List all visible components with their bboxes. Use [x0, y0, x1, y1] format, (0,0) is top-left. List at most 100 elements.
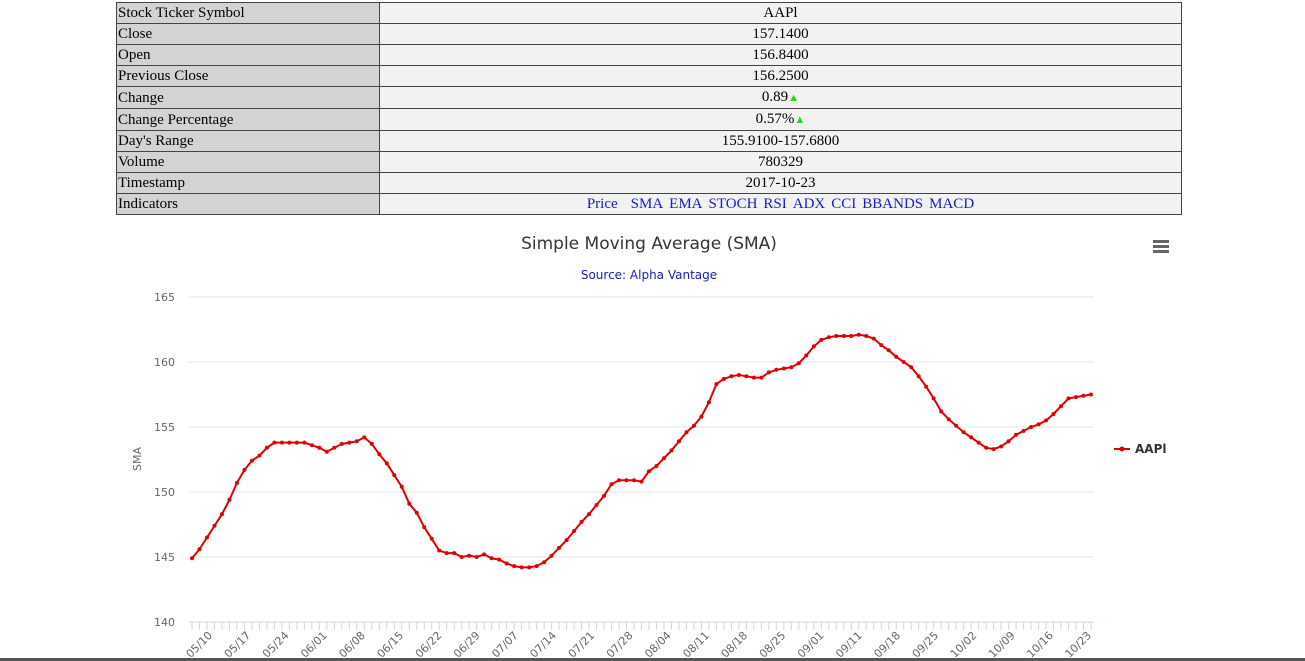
data-point[interactable]	[594, 503, 599, 507]
data-point[interactable]	[587, 512, 592, 517]
data-point[interactable]	[519, 565, 524, 570]
data-point[interactable]	[624, 478, 629, 483]
data-point[interactable]	[212, 523, 217, 528]
data-point[interactable]	[632, 478, 637, 483]
data-point[interactable]	[736, 373, 741, 377]
data-point[interactable]	[324, 449, 329, 454]
data-point[interactable]	[646, 469, 651, 474]
data-point[interactable]	[602, 493, 607, 498]
data-point[interactable]	[279, 440, 284, 445]
data-point[interactable]	[811, 344, 816, 349]
data-point[interactable]	[527, 565, 532, 570]
data-point[interactable]	[384, 461, 389, 466]
data-point[interactable]	[249, 458, 254, 463]
data-point[interactable]	[242, 467, 247, 472]
data-point[interactable]	[856, 332, 861, 337]
data-point[interactable]	[609, 482, 614, 487]
data-point[interactable]	[617, 478, 622, 483]
data-point[interactable]	[789, 365, 794, 370]
data-point[interactable]	[909, 365, 914, 370]
data-point[interactable]	[399, 484, 404, 489]
data-point[interactable]	[392, 473, 397, 478]
data-point[interactable]	[272, 440, 277, 445]
data-point[interactable]	[721, 376, 726, 381]
data-point[interactable]	[504, 561, 509, 566]
data-point[interactable]	[1021, 428, 1026, 433]
data-point[interactable]	[871, 336, 876, 341]
data-point[interactable]	[931, 396, 936, 401]
data-point[interactable]	[302, 440, 307, 445]
data-point[interactable]	[1029, 425, 1034, 429]
data-point[interactable]	[976, 440, 981, 445]
data-point[interactable]	[474, 555, 479, 559]
data-point[interactable]	[317, 445, 322, 450]
data-point[interactable]	[654, 464, 659, 468]
data-point[interactable]	[1036, 422, 1041, 427]
data-point[interactable]	[1066, 396, 1071, 401]
data-point[interactable]	[759, 375, 764, 380]
data-point[interactable]	[676, 439, 681, 444]
data-point[interactable]	[294, 440, 299, 445]
data-point[interactable]	[849, 334, 854, 338]
data-point[interactable]	[459, 555, 464, 559]
data-point[interactable]	[234, 480, 239, 485]
data-point[interactable]	[362, 435, 367, 440]
data-point[interactable]	[257, 453, 262, 458]
indicator-link-ema[interactable]: EMA	[669, 196, 703, 212]
indicator-link-bbands[interactable]: BBANDS	[862, 196, 924, 212]
data-point[interactable]	[369, 441, 374, 446]
data-point[interactable]	[377, 452, 382, 457]
data-point[interactable]	[916, 374, 921, 379]
data-point[interactable]	[804, 353, 809, 358]
data-point[interactable]	[309, 443, 314, 448]
data-point[interactable]	[339, 441, 344, 446]
data-point[interactable]	[467, 553, 472, 558]
data-point[interactable]	[774, 367, 779, 372]
data-point[interactable]	[961, 430, 966, 435]
data-point[interactable]	[954, 423, 959, 428]
data-point[interactable]	[332, 445, 337, 450]
indicator-link-sma[interactable]: SMA	[630, 196, 664, 212]
data-point[interactable]	[512, 564, 517, 569]
data-point[interactable]	[729, 374, 734, 379]
data-point[interactable]	[197, 547, 202, 552]
data-point[interactable]	[639, 479, 644, 484]
data-point[interactable]	[684, 430, 689, 435]
data-point[interactable]	[826, 335, 831, 340]
data-point[interactable]	[796, 361, 801, 366]
data-point[interactable]	[864, 334, 869, 338]
data-point[interactable]	[444, 551, 449, 556]
data-point[interactable]	[452, 551, 457, 556]
data-point[interactable]	[699, 414, 704, 419]
data-point[interactable]	[227, 497, 232, 502]
hamburger-menu-icon[interactable]	[1153, 240, 1169, 253]
data-point[interactable]	[691, 423, 696, 428]
data-point[interactable]	[781, 366, 786, 371]
data-point[interactable]	[939, 409, 944, 414]
data-point[interactable]	[1014, 432, 1019, 437]
data-point[interactable]	[894, 354, 899, 359]
data-point[interactable]	[204, 535, 209, 540]
data-point[interactable]	[751, 375, 756, 380]
data-point[interactable]	[534, 564, 539, 569]
data-point[interactable]	[489, 556, 494, 561]
data-point[interactable]	[564, 538, 569, 543]
indicator-link-price[interactable]: Price	[586, 196, 618, 212]
data-point[interactable]	[437, 548, 442, 553]
data-point[interactable]	[1081, 393, 1086, 398]
data-point[interactable]	[190, 556, 194, 561]
data-point[interactable]	[407, 501, 412, 506]
data-point[interactable]	[744, 374, 749, 379]
data-point[interactable]	[1044, 418, 1049, 423]
data-point[interactable]	[1089, 392, 1093, 397]
data-point[interactable]	[414, 510, 419, 515]
indicator-link-macd[interactable]: MACD	[929, 196, 975, 212]
data-point[interactable]	[1051, 412, 1056, 416]
data-point[interactable]	[924, 384, 929, 389]
data-point[interactable]	[429, 536, 434, 541]
data-point[interactable]	[482, 552, 487, 557]
data-point[interactable]	[901, 360, 906, 364]
data-point[interactable]	[557, 545, 562, 550]
data-point[interactable]	[354, 439, 359, 444]
data-point[interactable]	[264, 445, 269, 450]
